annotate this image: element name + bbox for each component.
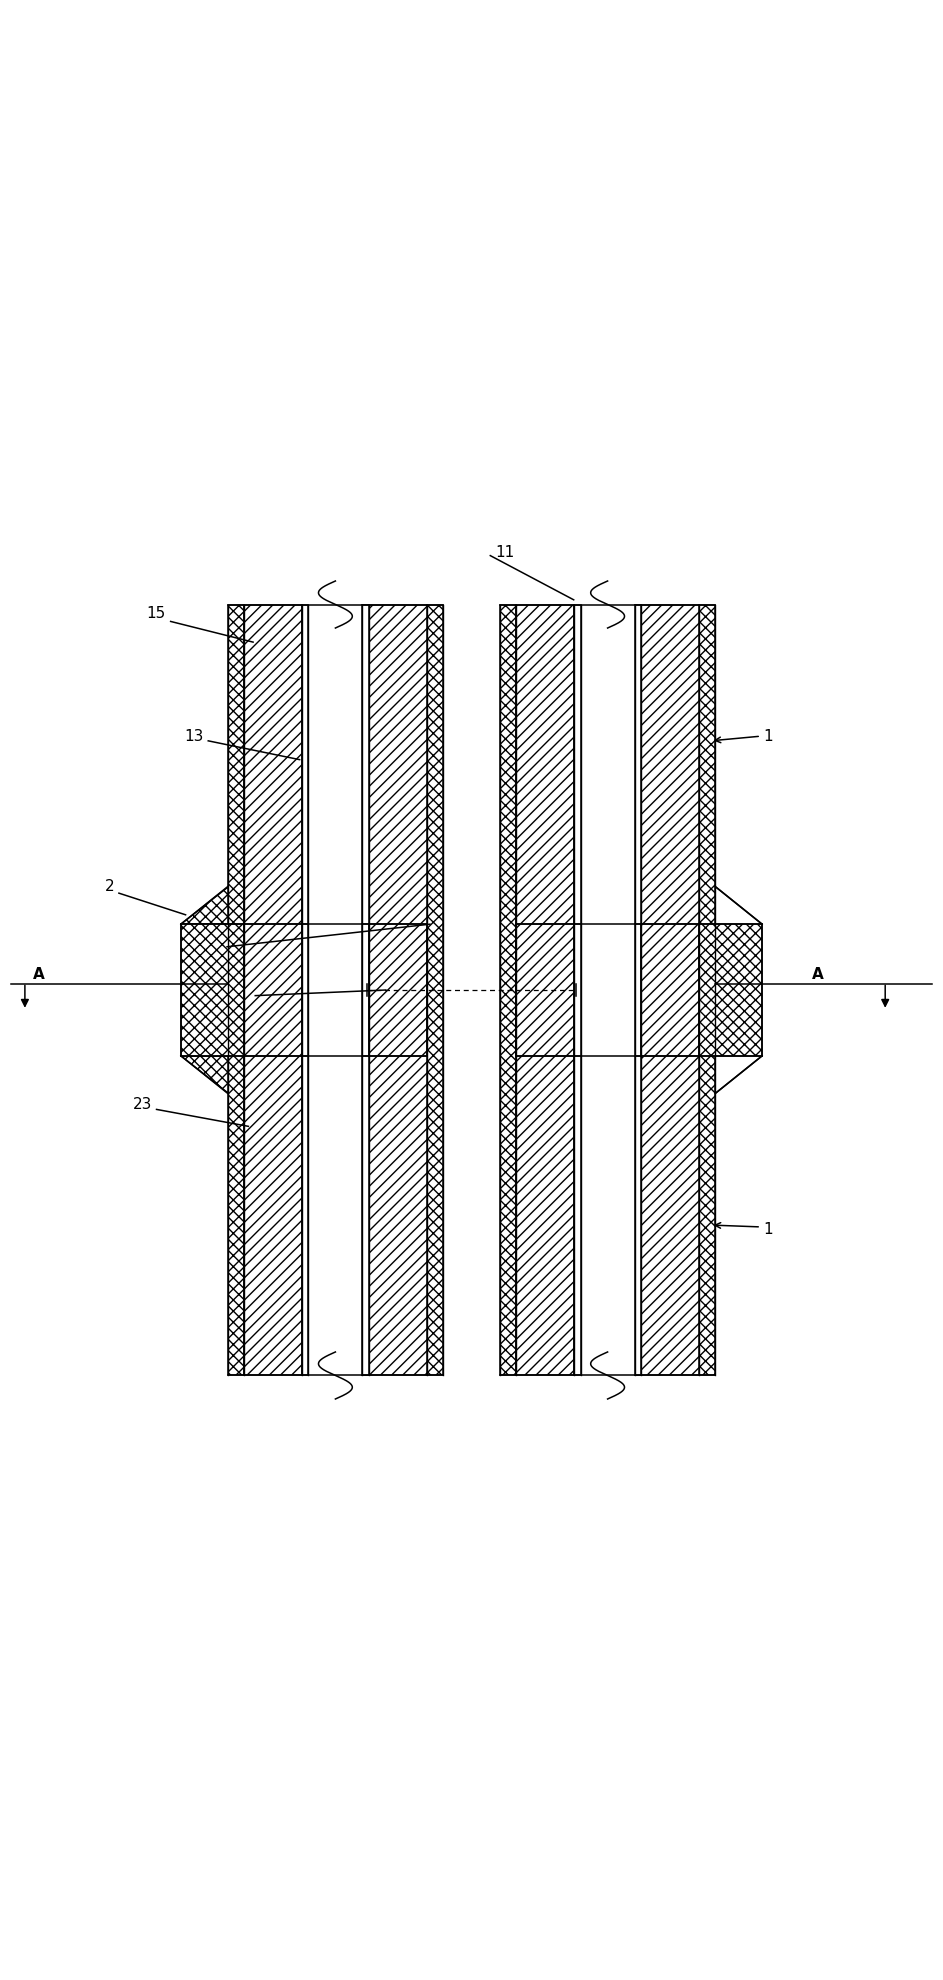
Text: 2: 2	[105, 879, 114, 895]
Bar	[308, 604, 362, 1376]
Bar	[362, 604, 370, 1376]
Polygon shape	[716, 887, 762, 925]
Text: A: A	[33, 966, 45, 982]
Text: 15: 15	[147, 606, 166, 622]
Bar	[635, 604, 641, 1376]
Polygon shape	[181, 887, 227, 925]
Bar	[227, 604, 243, 1376]
Text: 13: 13	[184, 729, 204, 744]
Bar	[302, 604, 308, 1376]
Bar	[581, 925, 635, 1055]
Bar	[700, 925, 762, 1055]
Bar	[362, 925, 370, 1055]
Text: 23: 23	[132, 1097, 152, 1113]
Bar	[181, 925, 243, 1055]
Polygon shape	[181, 1055, 227, 1093]
Bar	[370, 925, 427, 1055]
Bar	[243, 604, 302, 1376]
Bar	[700, 604, 716, 1376]
Bar	[635, 604, 700, 1376]
Bar	[500, 604, 516, 1376]
Bar	[362, 604, 427, 1376]
Text: 1: 1	[763, 1222, 772, 1238]
Bar	[243, 925, 302, 1055]
Bar	[635, 925, 641, 1055]
Text: 1: 1	[763, 729, 772, 744]
Text: 11: 11	[495, 544, 514, 560]
Bar	[641, 925, 700, 1055]
Bar	[573, 925, 581, 1055]
Bar	[516, 604, 573, 1376]
Bar	[308, 925, 362, 1055]
Polygon shape	[716, 1055, 762, 1093]
Bar	[573, 604, 581, 1376]
Bar	[302, 925, 308, 1055]
Bar	[581, 604, 635, 1376]
Text: 25: 25	[231, 988, 251, 1002]
Text: A: A	[812, 966, 823, 982]
Bar	[516, 925, 573, 1055]
Bar	[427, 604, 443, 1376]
Text: 21: 21	[203, 937, 223, 952]
